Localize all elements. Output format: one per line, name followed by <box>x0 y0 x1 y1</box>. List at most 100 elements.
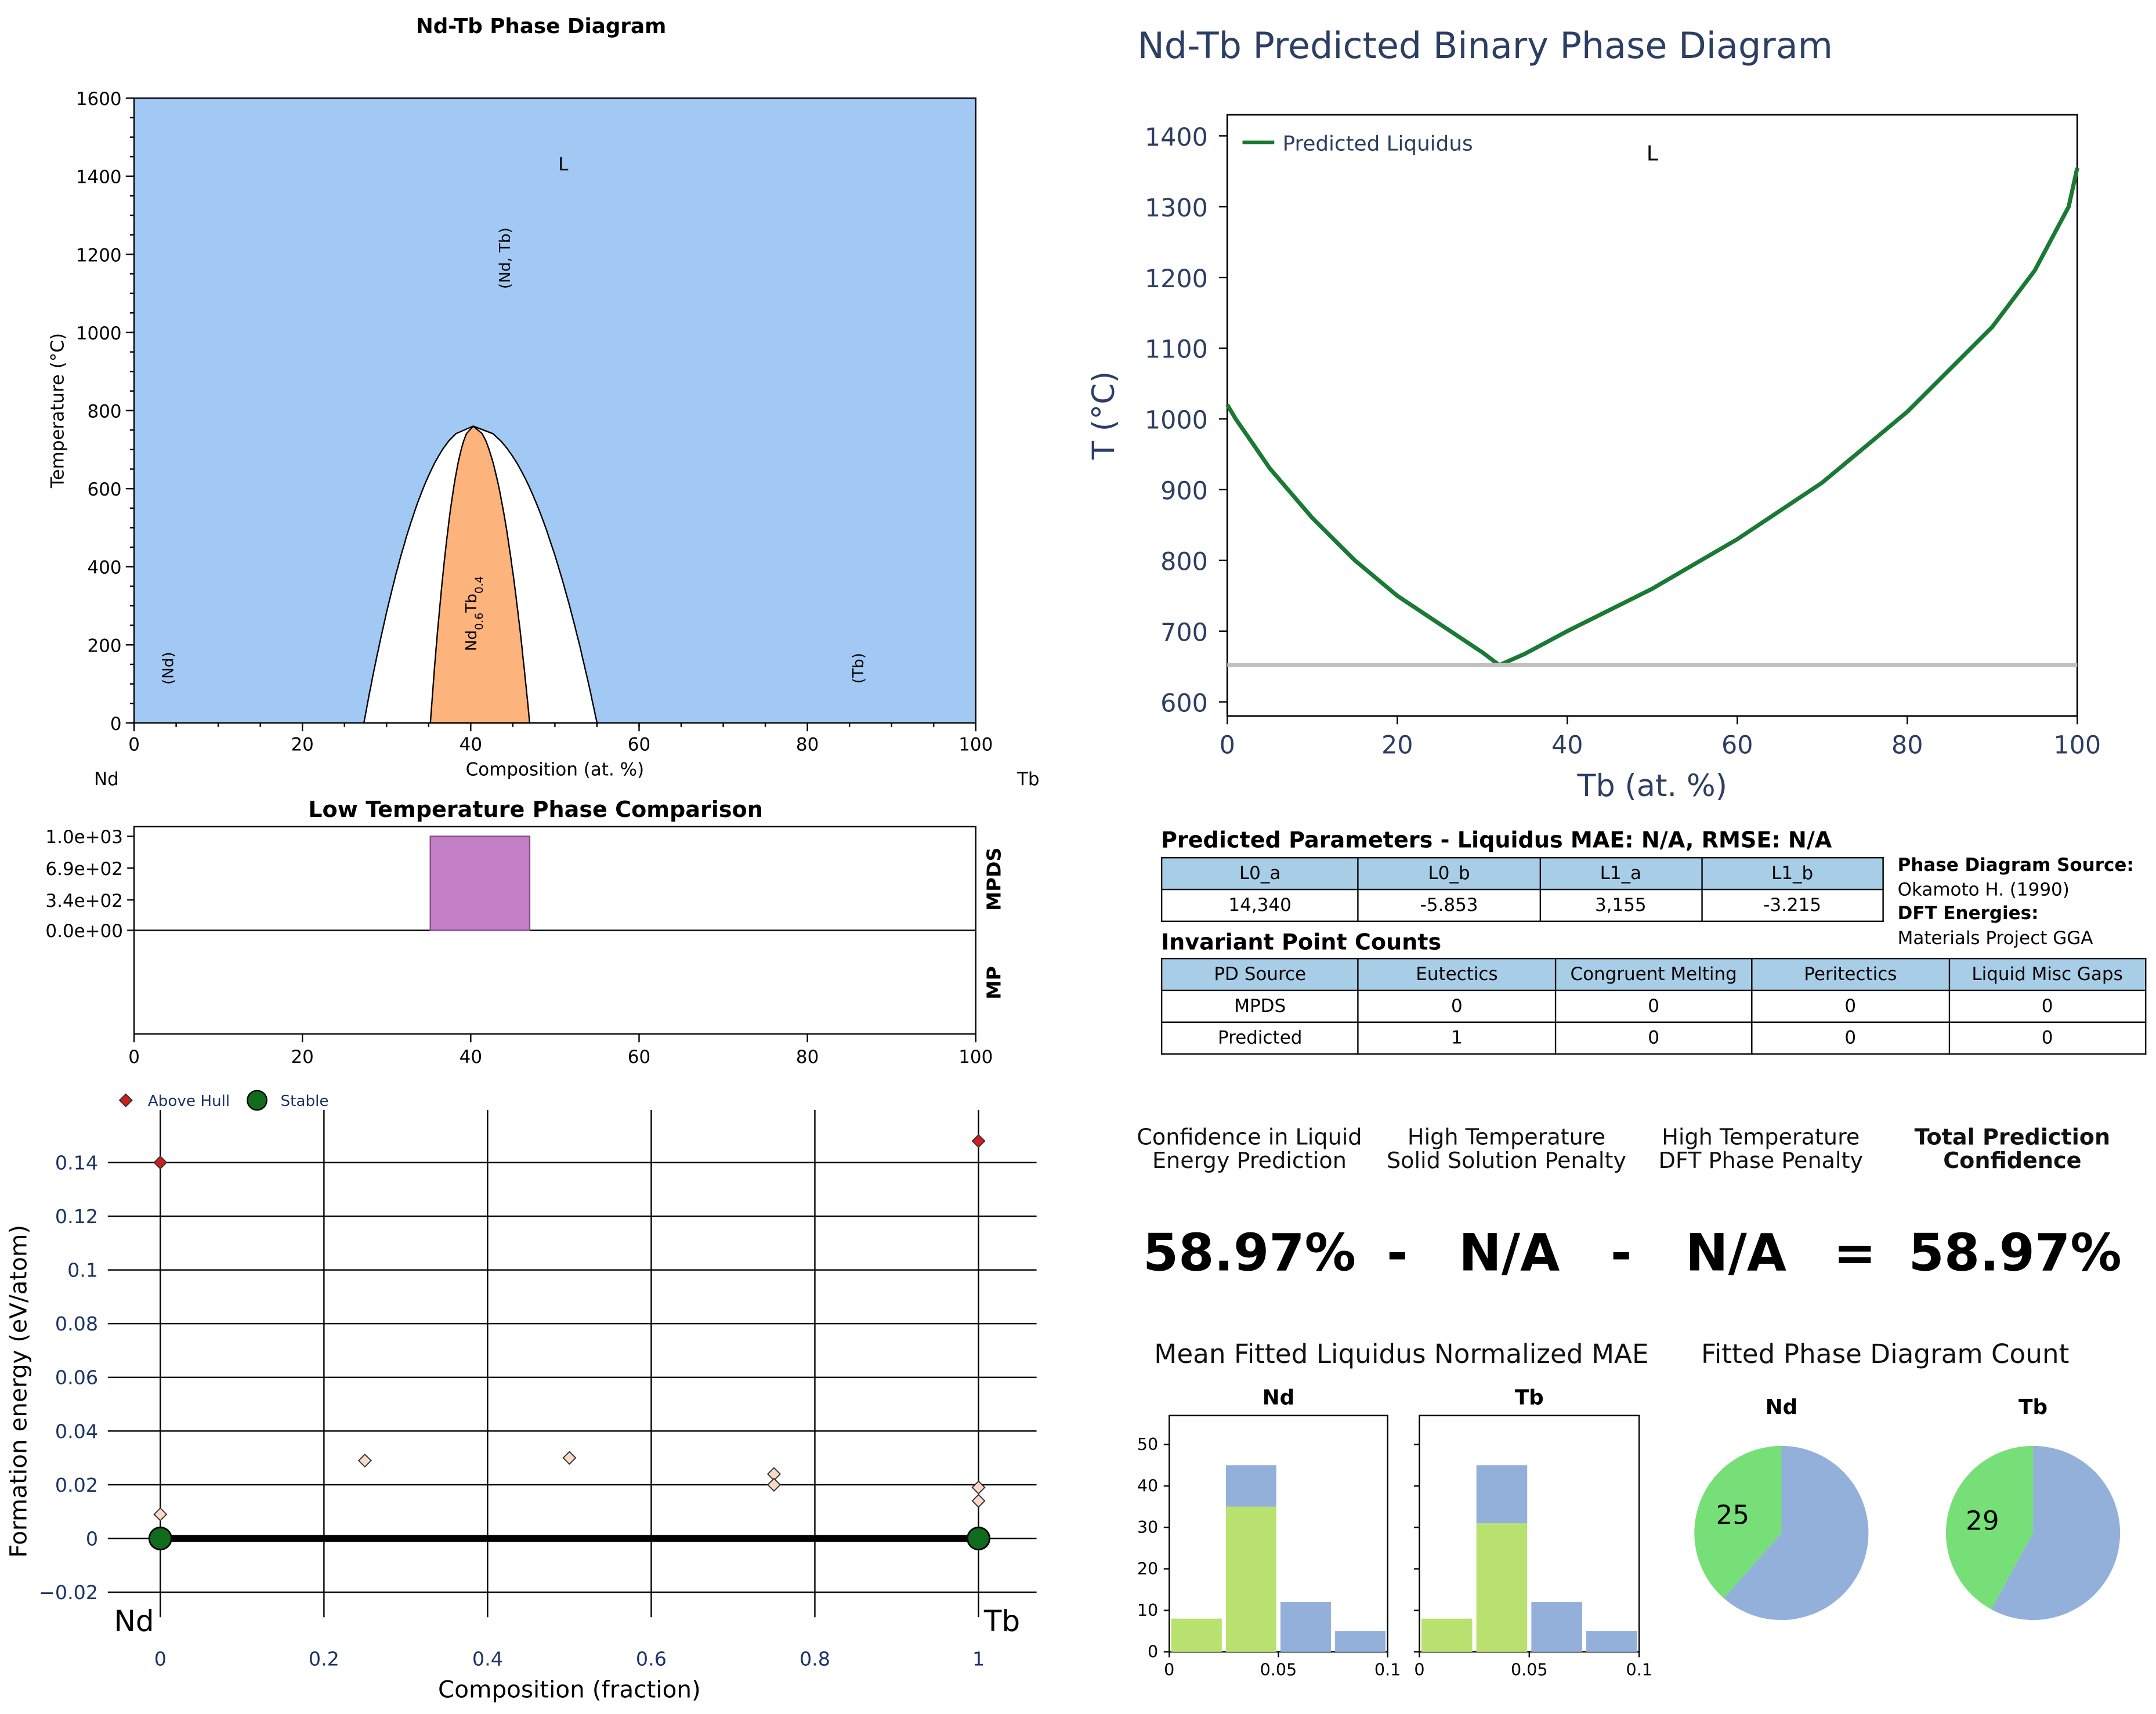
legend-label: Predicted Liquidus <box>1283 132 1473 156</box>
region-label: L <box>558 154 569 175</box>
y-tick-label: 600 <box>1160 689 1208 718</box>
legend-stable-marker <box>247 1090 267 1111</box>
x-tick-label: 0.6 <box>636 1648 667 1670</box>
x-tick-label: 0.2 <box>309 1648 339 1670</box>
y-tick-label: 0 <box>110 714 122 735</box>
y-tick-label: 0.1 <box>67 1259 98 1282</box>
y-tick-label: 1000 <box>1145 406 1208 435</box>
y-tick-label: 0.0e+00 <box>45 921 123 942</box>
y-tick-label: 6.9e+02 <box>45 859 123 880</box>
confidence-label-total: Total Prediction Confidence <box>1914 1123 2111 1174</box>
y-tick-label: 1200 <box>1145 265 1208 294</box>
invariants-header: Eutectics <box>1358 957 1556 992</box>
confidence-label-dft: High Temperature DFT Phase Penalty <box>1658 1123 1864 1174</box>
invariants-cell: 0 <box>1948 1021 2147 1055</box>
compound-field <box>429 425 531 724</box>
x-tick-label: 0 <box>128 735 140 755</box>
x-axis-label: Composition (at. %) <box>466 759 644 780</box>
histogram-bar <box>1225 1465 1276 1507</box>
histogram-frame <box>1419 1415 1640 1653</box>
unstable-point <box>971 1494 986 1508</box>
liquidus-line <box>1225 167 2079 667</box>
histogram-bar <box>1171 1618 1222 1652</box>
confidence-label-liquid: Confidence in Liquid Energy Prediction <box>1137 1123 1362 1174</box>
x-tick-label: 0 <box>1164 1659 1174 1679</box>
x-tick-label: 0 <box>128 1047 140 1068</box>
y-tick-label: 0.06 <box>55 1366 98 1389</box>
x-tick-label: 60 <box>1721 731 1753 760</box>
params-value: 14,340 <box>1160 888 1359 922</box>
invariants-cell: 0 <box>1358 989 1556 1023</box>
params-table: L0_a L0_b L1_a L1_b 14,340 -5.853 3,155 … <box>1160 857 1884 922</box>
pie-chart-1: Tb 29 <box>1945 1395 2121 1621</box>
legend-above-hull-marker <box>118 1093 133 1108</box>
y-tick-label: 600 <box>88 479 122 500</box>
x-tick-label: 20 <box>1381 731 1413 760</box>
y-tick-label: 400 <box>88 558 122 578</box>
params-header: L1_b <box>1701 857 1884 891</box>
params-value: -3.215 <box>1701 888 1884 922</box>
histogram-bar <box>1476 1465 1528 1524</box>
x-tick-label: 80 <box>1891 731 1923 760</box>
x-tick-label: 0 <box>1414 1659 1424 1679</box>
predicted-diagram-chart: Nd-Tb Predicted Binary Phase Diagram 0 20 4… <box>1086 25 2101 804</box>
above-hull-point <box>971 1134 986 1148</box>
y-tick-label: 200 <box>88 635 122 656</box>
row-label: MP <box>983 966 1005 1000</box>
params-value: -5.853 <box>1357 888 1541 922</box>
x-tick-label: 1 <box>972 1648 985 1670</box>
pie-title: Fitted Phase Diagram Count <box>1701 1339 2070 1370</box>
y-tick-label: 700 <box>1160 618 1208 647</box>
x-tick-label: 0 <box>1220 731 1235 760</box>
phase-diagram-title: Nd-Tb Phase Diagram <box>416 15 667 38</box>
region-label: (Nd, Tb) <box>497 227 514 289</box>
element-right-label: Tb <box>1016 769 1040 790</box>
params-header: L0_a <box>1160 857 1359 891</box>
dft-source-label: DFT Energies: <box>1897 904 2039 925</box>
pie-slice <box>1694 1445 1782 1599</box>
y-tick-label: 10 <box>1137 1600 1158 1620</box>
dft-source-value: Materials Project GGA <box>1897 928 2093 949</box>
y-axis-label: Temperature (°C) <box>48 333 68 489</box>
formation-energy-chart: 0 0.2 0.4 0.6 0.8 1 −0.02 0 0.02 0.04 0.06 0.08 0.1 0… <box>4 1090 1037 1703</box>
pie-slice <box>1991 1445 2121 1621</box>
histogram-bar <box>1335 1631 1386 1652</box>
invariants-cell: 0 <box>1751 989 1950 1023</box>
params-header: L0_b <box>1357 857 1541 891</box>
stable-point <box>967 1527 991 1550</box>
legend-label: Above Hull <box>148 1093 230 1110</box>
stable-point <box>148 1527 172 1550</box>
unstable-point <box>971 1480 986 1495</box>
y-tick-label: 1100 <box>1145 335 1208 364</box>
end-label-left: Nd <box>114 1604 154 1638</box>
x-tick-label: 0.1 <box>1626 1659 1652 1679</box>
invariants-cell: 0 <box>1948 989 2147 1023</box>
x-tick-label: 100 <box>958 1047 993 1068</box>
invariants-cell: Predicted <box>1160 1021 1359 1055</box>
x-tick-label: 40 <box>1551 731 1583 760</box>
predicted-diagram-title: Nd-Tb Predicted Binary Phase Diagram <box>1137 25 1833 67</box>
low-temp-comparison-chart: Low Temperature Phase Comparison 1.0e+03 6… <box>45 797 1005 1068</box>
x-tick-label: 100 <box>2053 731 2101 760</box>
comparison-title: Low Temperature Phase Comparison <box>308 797 763 822</box>
invariants-table: PD Source Eutectics Congruent Melting Pe… <box>1160 957 2147 1055</box>
x-tick-label: 0.05 <box>1260 1659 1297 1679</box>
x-tick-label: 0.05 <box>1511 1659 1548 1679</box>
invariants-cell: MPDS <box>1160 989 1359 1023</box>
y-tick-label: 30 <box>1137 1517 1158 1537</box>
confidence-value-total: 58.97% <box>1908 1223 2122 1283</box>
y-tick-label: 1400 <box>1145 123 1208 152</box>
region-label: L <box>1647 142 1658 166</box>
pd-source-value: Okamoto H. (1990) <box>1897 880 2070 901</box>
x-axis-label: Tb (at. %) <box>1577 768 1728 804</box>
pie-title: Tb <box>2018 1395 2048 1419</box>
x-tick-label: 20 <box>291 1047 314 1068</box>
region-label: Nd0.6Tb0.4 <box>463 576 486 651</box>
x-tick-label: 60 <box>628 1047 650 1068</box>
x-tick-label: 80 <box>796 735 819 755</box>
y-tick-label: 0.04 <box>55 1420 98 1442</box>
confidence-label-ss: High Temperature Solid Solution Penalty <box>1386 1123 1627 1174</box>
pie-slice <box>1945 1445 2034 1610</box>
confidence-value-dft: N/A <box>1685 1223 1787 1283</box>
y-tick-label: −0.02 <box>39 1581 98 1604</box>
